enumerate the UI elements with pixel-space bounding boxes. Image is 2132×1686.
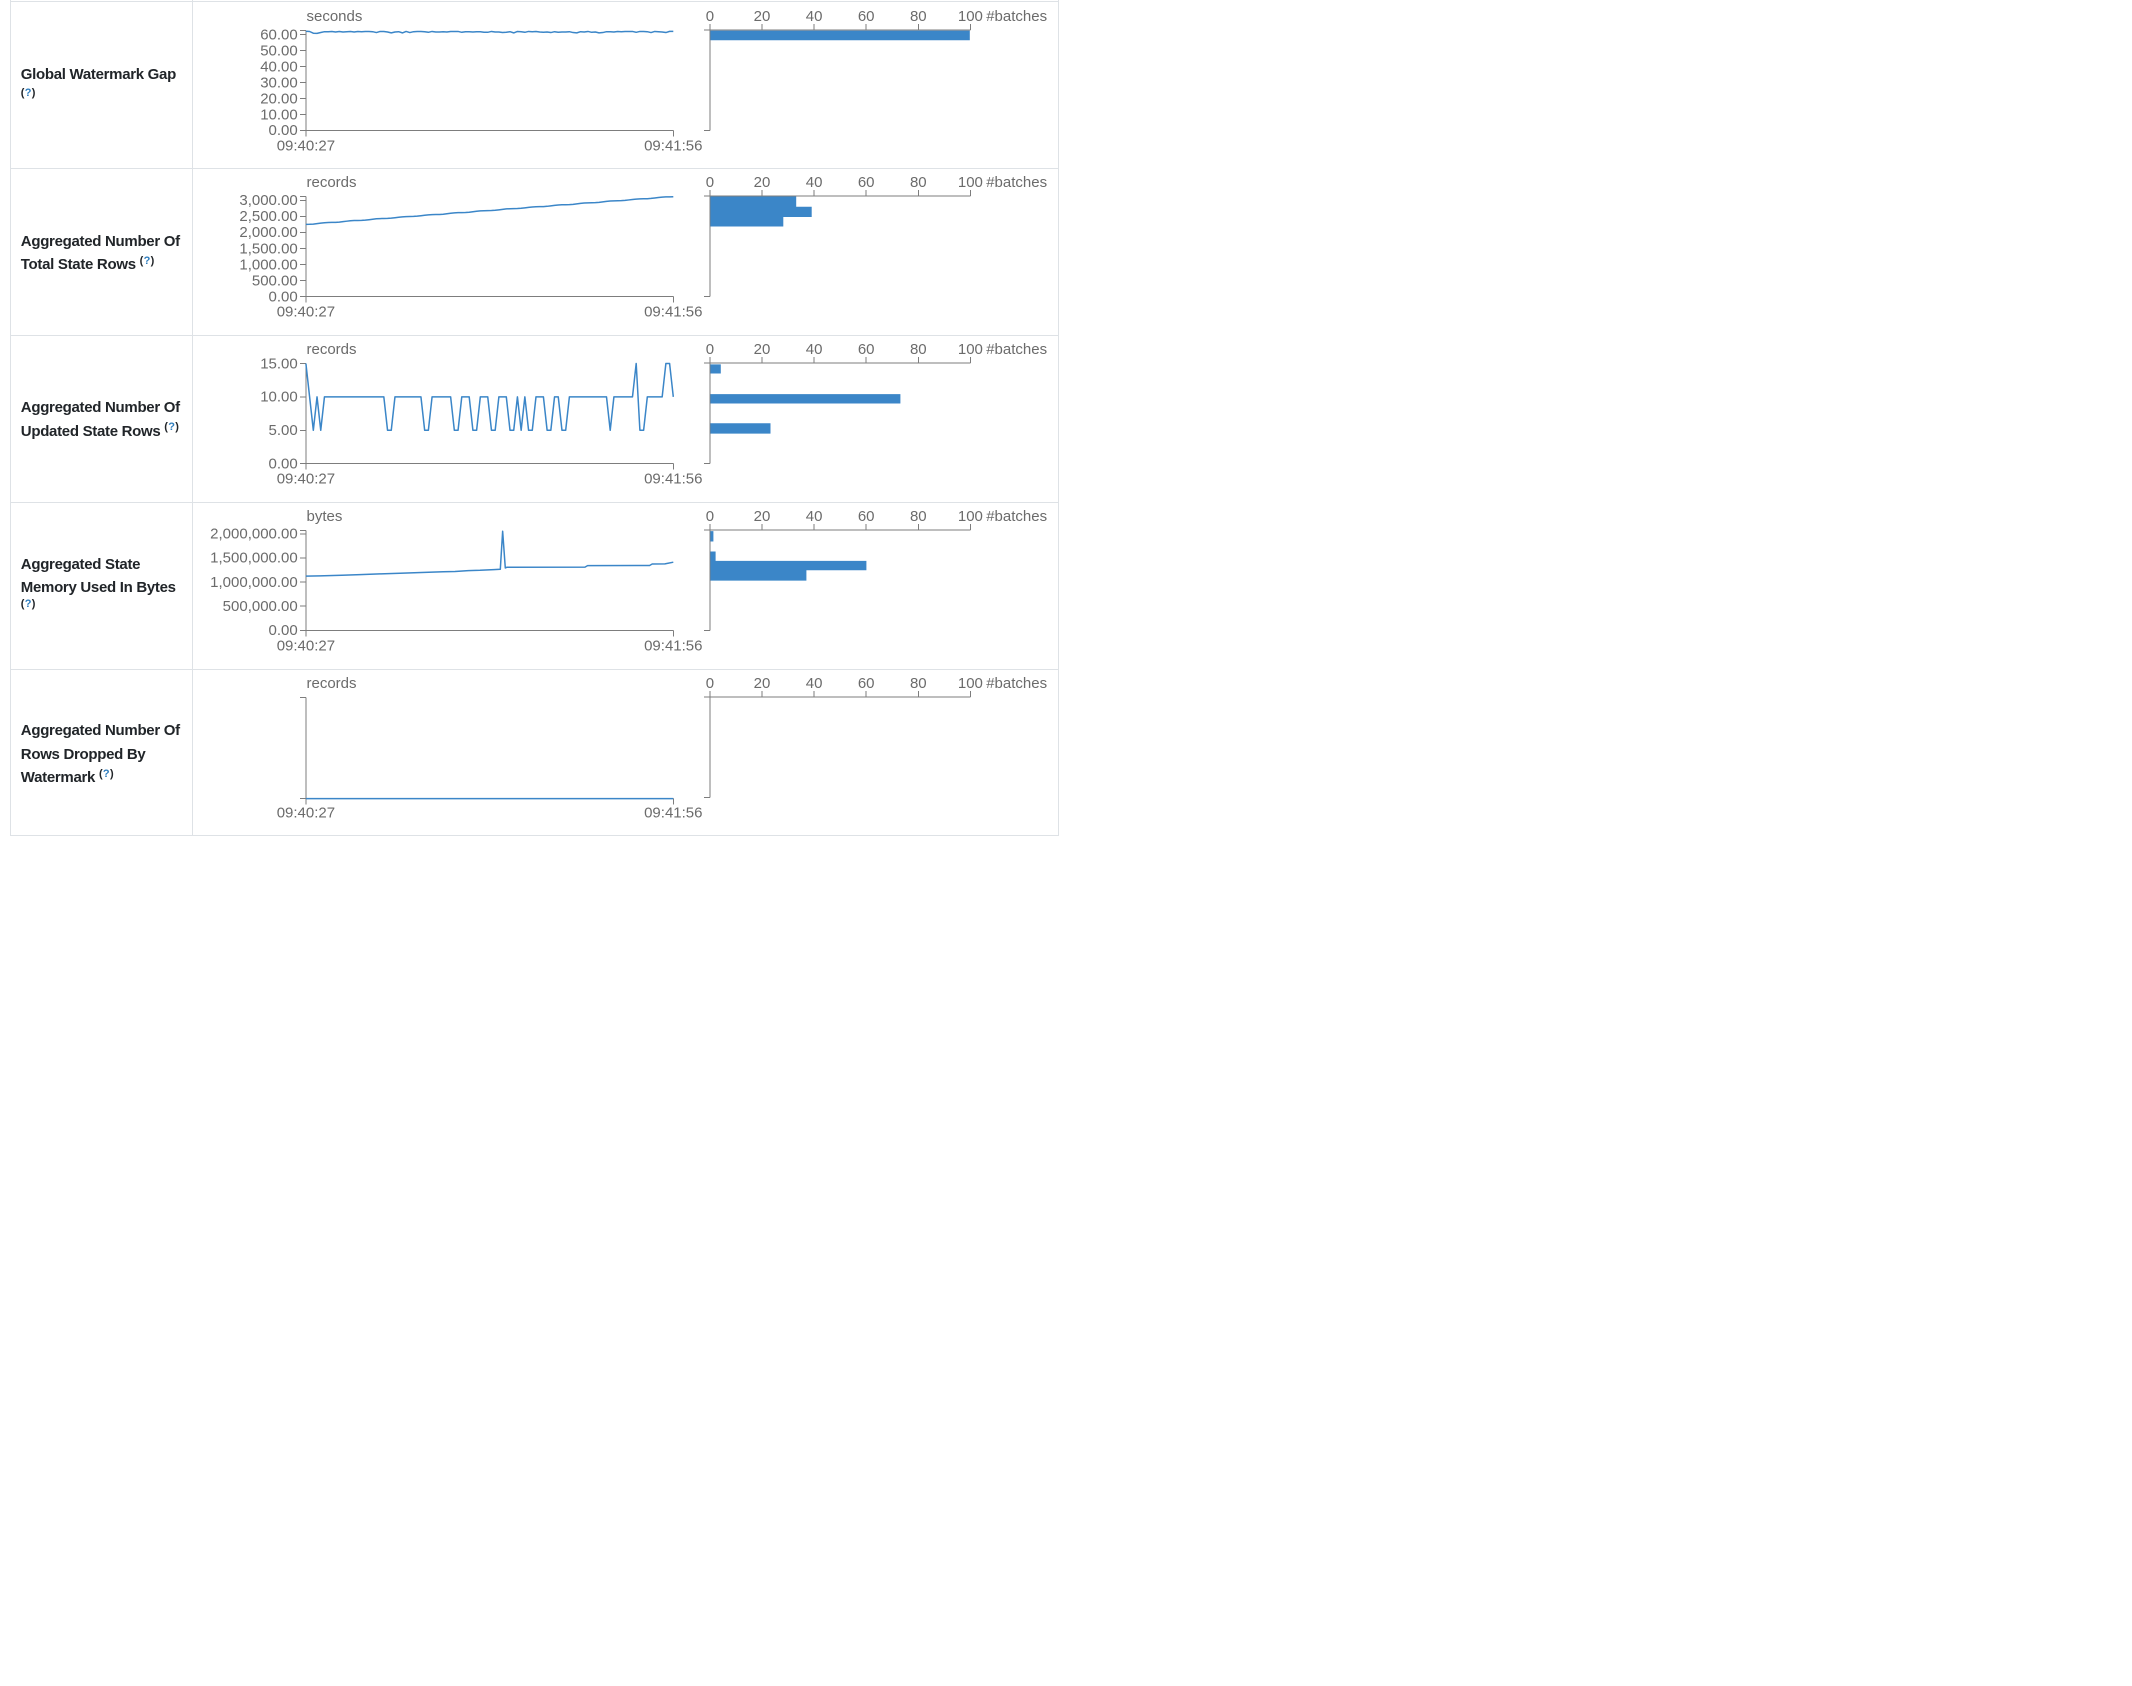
svg-text:09:40:27: 09:40:27 (277, 470, 335, 487)
svg-text:records: records (307, 675, 357, 692)
svg-text:09:40:27: 09:40:27 (277, 804, 335, 821)
svg-text:09:40:27: 09:40:27 (277, 637, 335, 654)
svg-text:100: 100 (958, 341, 983, 358)
svg-text:09:40:27: 09:40:27 (277, 304, 335, 321)
svg-text:#batches: #batches (986, 174, 1047, 191)
svg-text:0: 0 (706, 174, 714, 191)
svg-text:40: 40 (806, 7, 823, 24)
svg-text:60: 60 (858, 674, 875, 691)
svg-text:15.00: 15.00 (260, 355, 298, 372)
svg-text:20.00: 20.00 (260, 90, 298, 107)
svg-text:60.00: 60.00 (260, 26, 298, 43)
svg-text:09:40:27: 09:40:27 (277, 137, 335, 154)
svg-text:5.00: 5.00 (269, 422, 298, 439)
svg-text:0: 0 (706, 7, 714, 24)
svg-text:100: 100 (958, 174, 983, 191)
svg-text:2,000,000.00: 2,000,000.00 (210, 525, 298, 542)
svg-text:60: 60 (858, 341, 875, 358)
svg-text:0.00: 0.00 (269, 455, 298, 472)
svg-text:40: 40 (806, 174, 823, 191)
svg-text:30.00: 30.00 (260, 74, 298, 91)
svg-text:80: 80 (910, 674, 927, 691)
svg-text:#batches: #batches (986, 674, 1047, 691)
svg-text:100: 100 (958, 508, 983, 525)
svg-text:500.00: 500.00 (252, 273, 298, 290)
svg-text:09:41:56: 09:41:56 (644, 137, 702, 154)
svg-text:20: 20 (754, 341, 771, 358)
svg-text:#batches: #batches (986, 7, 1047, 24)
svg-text:2,000.00: 2,000.00 (239, 225, 297, 242)
svg-text:60: 60 (858, 7, 875, 24)
svg-text:#batches: #batches (986, 508, 1047, 525)
svg-text:40: 40 (806, 674, 823, 691)
svg-text:1,500,000.00: 1,500,000.00 (210, 550, 298, 567)
svg-text:80: 80 (910, 7, 927, 24)
svg-text:500,000.00: 500,000.00 (223, 598, 298, 615)
svg-text:#batches: #batches (986, 341, 1047, 358)
svg-text:80: 80 (910, 341, 927, 358)
svg-text:80: 80 (910, 174, 927, 191)
svg-text:20: 20 (754, 7, 771, 24)
svg-text:20: 20 (754, 674, 771, 691)
svg-text:0.00: 0.00 (269, 122, 298, 139)
svg-text:20: 20 (754, 508, 771, 525)
svg-text:3,000.00: 3,000.00 (239, 192, 297, 209)
svg-text:1,000.00: 1,000.00 (239, 257, 297, 274)
svg-text:0.00: 0.00 (269, 622, 298, 639)
svg-text:60: 60 (858, 174, 875, 191)
svg-text:20: 20 (754, 174, 771, 191)
svg-text:09:41:56: 09:41:56 (644, 470, 702, 487)
svg-text:60: 60 (858, 508, 875, 525)
svg-text:1,500.00: 1,500.00 (239, 241, 297, 258)
svg-text:records: records (307, 341, 357, 358)
svg-text:seconds: seconds (307, 8, 363, 25)
svg-text:100: 100 (958, 7, 983, 24)
svg-text:1,000,000.00: 1,000,000.00 (210, 574, 298, 591)
svg-text:80: 80 (910, 508, 927, 525)
svg-text:40: 40 (806, 341, 823, 358)
svg-text:10.00: 10.00 (260, 389, 298, 406)
svg-text:bytes: bytes (307, 508, 343, 525)
svg-text:09:41:56: 09:41:56 (644, 804, 702, 821)
svg-text:40: 40 (806, 508, 823, 525)
svg-text:09:41:56: 09:41:56 (644, 637, 702, 654)
svg-text:0: 0 (706, 341, 714, 358)
svg-text:2,500.00: 2,500.00 (239, 208, 297, 225)
svg-text:records: records (307, 174, 357, 191)
svg-text:100: 100 (958, 674, 983, 691)
svg-text:09:41:56: 09:41:56 (644, 304, 702, 321)
svg-text:0: 0 (706, 674, 714, 691)
svg-text:10.00: 10.00 (260, 106, 298, 123)
svg-text:0.00: 0.00 (269, 289, 298, 306)
svg-text:50.00: 50.00 (260, 42, 298, 59)
svg-text:40.00: 40.00 (260, 58, 298, 75)
svg-text:0: 0 (706, 508, 714, 525)
